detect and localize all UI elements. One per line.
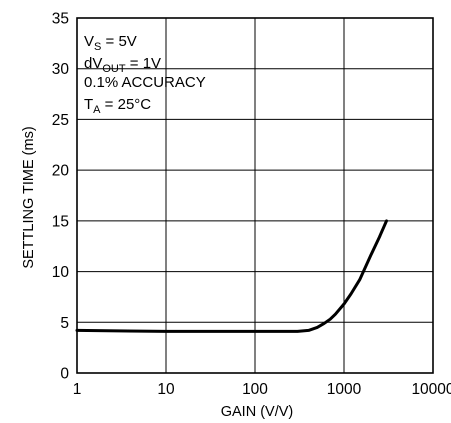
condition-annotation: VS = 5V <box>84 33 137 53</box>
x-tick-label: 100 <box>242 381 268 398</box>
y-tick-label: 25 <box>52 112 69 129</box>
x-tick-label: 10 <box>157 381 175 398</box>
condition-annotation: dVOUT = 1V <box>84 55 161 75</box>
y-tick-label: 30 <box>52 61 70 78</box>
y-tick-label: 15 <box>52 213 69 230</box>
x-tick-label: 10000 <box>411 381 451 398</box>
x-tick-label: 1 <box>73 381 82 398</box>
x-axis-label: GAIN (V/V) <box>221 404 294 420</box>
y-tick-label: 5 <box>60 315 69 332</box>
y-tick-label: 10 <box>52 264 70 281</box>
y-axis-label: SETTLING TIME (ms) <box>21 126 37 268</box>
series-line <box>75 219 388 333</box>
condition-annotation: TA = 25°C <box>84 96 151 116</box>
grid-lines <box>77 18 433 373</box>
condition-annotation: 0.1% ACCURACY <box>84 74 206 91</box>
tick-labels: 0 5 10 15 20 25 30 35 1 10 100 1000 10000 <box>52 11 451 399</box>
y-tick-label: 35 <box>52 11 69 28</box>
y-tick-label: 20 <box>52 163 70 180</box>
series-group <box>75 219 388 333</box>
x-tick-label: 1000 <box>327 381 362 398</box>
y-tick-label: 0 <box>60 366 69 383</box>
plot-frame <box>76 17 434 374</box>
